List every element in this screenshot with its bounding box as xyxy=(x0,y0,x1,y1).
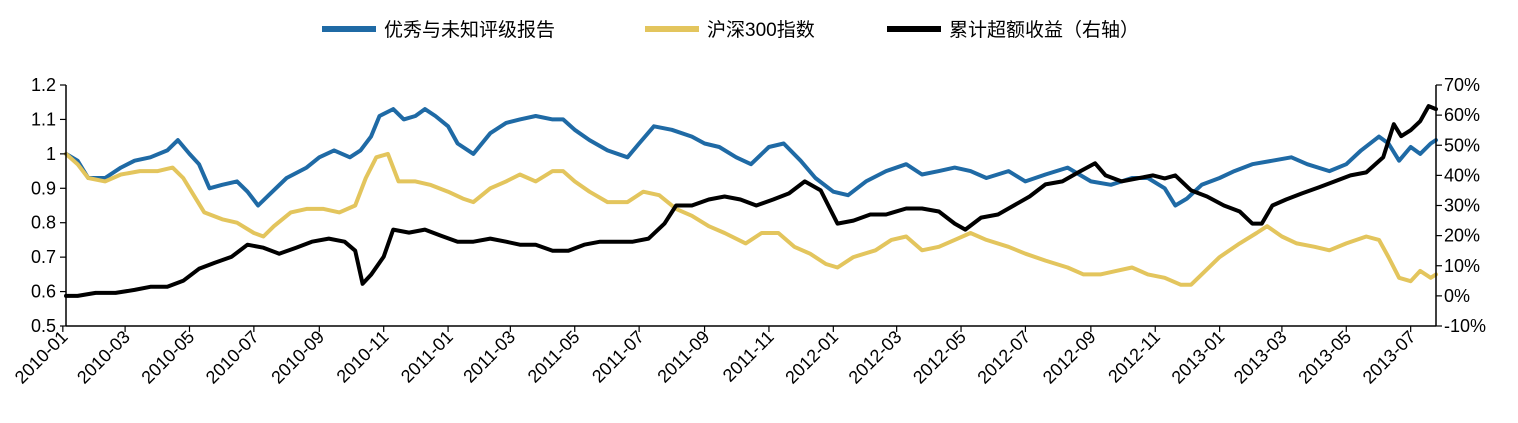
series-layer xyxy=(64,104,1438,298)
x-tick-label: 2011-05 xyxy=(524,327,584,387)
tick-layer: 0.5 0.6 0.7 0.8 0.9 1 1.1 1.2 -10% 0% 10% 20% 30% 40%… xyxy=(11,75,1486,388)
legend-label: 累计超额收益（右轴） xyxy=(949,19,1139,41)
x-tick-label: 2011-03 xyxy=(459,327,519,387)
x-tick-label: 2010-03 xyxy=(73,327,134,388)
x-tick-label: 2010-09 xyxy=(267,327,328,388)
legend-label: 沪深300指数 xyxy=(707,19,815,41)
series-line-3 xyxy=(64,104,1438,298)
x-tick-label: 2011-09 xyxy=(653,327,713,387)
x-tick-label: 2012-11 xyxy=(1104,327,1164,387)
x-tick-label: 2013-07 xyxy=(1359,327,1420,388)
legend-item-2: 沪深300指数 xyxy=(645,19,815,41)
x-tick-label: 2010-07 xyxy=(202,327,263,388)
left-y-tick-label: 0.5 xyxy=(31,316,56,336)
right-y-tick-label: 70% xyxy=(1444,75,1480,95)
x-tick-label: 2012-05 xyxy=(909,327,970,388)
right-y-tick-label: 20% xyxy=(1444,226,1480,246)
right-y-tick-label: 30% xyxy=(1444,196,1480,216)
x-tick-label: 2013-01 xyxy=(1168,327,1229,388)
x-tick-label: 2011-07 xyxy=(588,327,648,387)
right-y-tick-label: -10% xyxy=(1444,316,1486,336)
x-tick-label: 2011-11 xyxy=(719,327,778,386)
x-tick-label: 2010-11 xyxy=(333,327,393,387)
legend-item-3: 累计超额收益（右轴） xyxy=(887,19,1139,41)
right-y-tick-label: 50% xyxy=(1444,135,1480,155)
left-y-tick-label: 1.2 xyxy=(31,75,56,95)
legend-item-1: 优秀与未知评级报告 xyxy=(322,19,555,41)
x-tick-label: 2013-03 xyxy=(1230,327,1291,388)
left-y-tick-label: 0.7 xyxy=(31,247,56,267)
x-tick-label: 2011-01 xyxy=(397,327,457,387)
legend-label: 优秀与未知评级报告 xyxy=(384,19,555,41)
right-y-tick-label: 10% xyxy=(1444,256,1480,276)
x-tick-label: 2012-07 xyxy=(973,327,1034,388)
x-tick-label: 2012-01 xyxy=(781,327,842,388)
right-y-tick-label: 0% xyxy=(1444,286,1470,306)
x-tick-label: 2012-09 xyxy=(1039,327,1100,388)
right-y-tick-label: 40% xyxy=(1444,165,1480,185)
left-y-tick-label: 0.6 xyxy=(31,282,56,302)
series-line-2 xyxy=(64,151,1438,287)
legend: 优秀与未知评级报告 沪深300指数 累计超额收益（右轴） xyxy=(322,19,1139,41)
left-y-tick-label: 1.1 xyxy=(31,109,56,129)
x-tick-label: 2010-05 xyxy=(137,327,198,388)
x-tick-label: 2012-03 xyxy=(845,327,906,388)
right-y-tick-label: 60% xyxy=(1444,105,1480,125)
series-line-1 xyxy=(64,107,1438,208)
x-tick-label: 2013-05 xyxy=(1294,327,1355,388)
left-y-tick-label: 0.8 xyxy=(31,213,56,233)
left-y-tick-label: 1 xyxy=(46,144,56,164)
left-y-tick-label: 0.9 xyxy=(31,178,56,198)
